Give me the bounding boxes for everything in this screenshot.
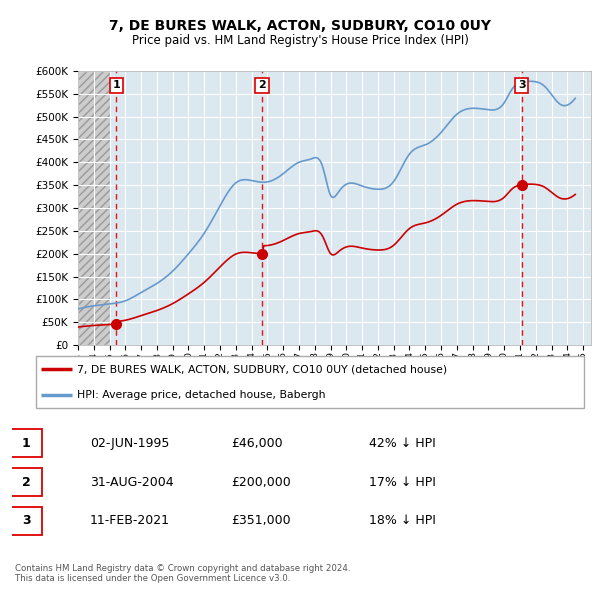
FancyBboxPatch shape	[11, 507, 42, 535]
Text: £200,000: £200,000	[231, 476, 290, 489]
FancyBboxPatch shape	[11, 429, 42, 457]
Text: 17% ↓ HPI: 17% ↓ HPI	[369, 476, 436, 489]
Text: 3: 3	[518, 80, 526, 90]
Text: 7, DE BURES WALK, ACTON, SUDBURY, CO10 0UY (detached house): 7, DE BURES WALK, ACTON, SUDBURY, CO10 0…	[77, 364, 448, 374]
Text: 02-JUN-1995: 02-JUN-1995	[90, 437, 169, 450]
FancyBboxPatch shape	[36, 356, 584, 408]
Text: 2: 2	[258, 80, 266, 90]
Text: 1: 1	[22, 437, 31, 450]
Text: 1: 1	[112, 80, 120, 90]
Text: £351,000: £351,000	[231, 514, 290, 527]
Text: HPI: Average price, detached house, Babergh: HPI: Average price, detached house, Babe…	[77, 390, 326, 400]
Bar	[78, 71, 110, 345]
Text: 42% ↓ HPI: 42% ↓ HPI	[369, 437, 436, 450]
Text: 7, DE BURES WALK, ACTON, SUDBURY, CO10 0UY: 7, DE BURES WALK, ACTON, SUDBURY, CO10 0…	[109, 19, 491, 33]
Text: 31-AUG-2004: 31-AUG-2004	[90, 476, 173, 489]
Text: £46,000: £46,000	[231, 437, 283, 450]
Text: 18% ↓ HPI: 18% ↓ HPI	[369, 514, 436, 527]
Text: 3: 3	[22, 514, 31, 527]
FancyBboxPatch shape	[11, 468, 42, 496]
Text: 2: 2	[22, 476, 31, 489]
Text: 11-FEB-2021: 11-FEB-2021	[90, 514, 170, 527]
Text: Contains HM Land Registry data © Crown copyright and database right 2024.
This d: Contains HM Land Registry data © Crown c…	[15, 563, 350, 583]
Text: Price paid vs. HM Land Registry's House Price Index (HPI): Price paid vs. HM Land Registry's House …	[131, 34, 469, 47]
